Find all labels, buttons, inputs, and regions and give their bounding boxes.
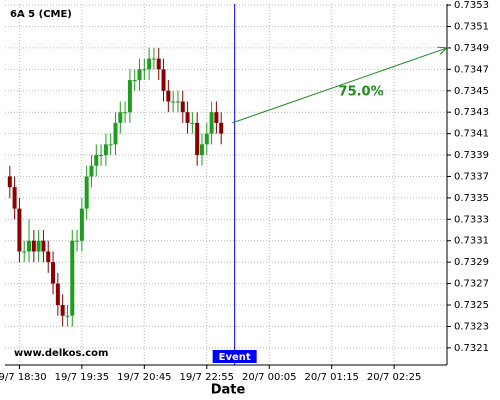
- x-tick-label: 19/7 22:55: [180, 372, 234, 383]
- candle-body: [70, 240, 75, 316]
- candle-body: [60, 305, 65, 316]
- y-tick-label: 0.7325: [454, 300, 489, 311]
- candle-body: [65, 315, 70, 317]
- candle-body: [127, 80, 132, 113]
- y-tick-label: 0.7341: [454, 129, 489, 140]
- candle-body: [99, 155, 104, 157]
- x-tick-label: 19/7 20:45: [117, 372, 171, 383]
- event-box: [212, 350, 257, 363]
- x-axis-label: Date: [211, 383, 246, 398]
- candle-body: [51, 262, 56, 284]
- chart-title: 6A 5 (CME): [10, 9, 72, 20]
- y-tick-label: 0.7351: [454, 21, 489, 32]
- candle-body: [199, 144, 204, 156]
- candle-body: [108, 144, 113, 146]
- candle-body: [185, 112, 190, 123]
- y-tick-label: 0.7353: [454, 0, 489, 11]
- x-tick-label: 19/7 19:35: [55, 372, 109, 383]
- candle-body: [46, 251, 51, 263]
- y-tick-label: 0.7337: [454, 171, 489, 182]
- candle-body: [103, 144, 108, 156]
- candle-body: [94, 155, 99, 166]
- candle-body: [79, 208, 84, 241]
- candle-body: [161, 69, 166, 91]
- y-tick-label: 0.7333: [454, 214, 489, 225]
- candle-body: [12, 187, 17, 209]
- candle-body: [147, 58, 152, 70]
- candle-body: [113, 122, 118, 145]
- candle-body: [180, 101, 185, 113]
- y-tick-label: 0.7327: [454, 279, 489, 290]
- candle-body: [166, 90, 171, 102]
- candle-body: [84, 176, 89, 209]
- candle-body: [7, 176, 12, 188]
- y-tick-label: 0.7329: [454, 257, 489, 268]
- y-tick-label: 0.7345: [454, 86, 489, 97]
- candle-body: [156, 58, 161, 70]
- candle-body: [151, 58, 156, 60]
- y-tick-label: 0.7343: [454, 107, 489, 118]
- candle-body: [209, 112, 214, 134]
- candle-body: [17, 208, 22, 252]
- candle-body: [89, 165, 94, 177]
- y-tick-label: 0.7347: [454, 64, 489, 75]
- x-tick-label: 19/7 18:30: [0, 372, 47, 383]
- candle-body: [219, 122, 224, 134]
- y-tick-label: 0.7323: [454, 321, 489, 332]
- candle-body: [204, 133, 209, 145]
- x-tick-label: 20/7 00:05: [242, 372, 296, 383]
- candle-body: [142, 69, 147, 71]
- candle-body: [31, 240, 36, 252]
- candle-body: [132, 80, 137, 82]
- x-tick-label: 20/7 02:25: [367, 372, 421, 383]
- y-tick-label: 0.7339: [454, 150, 489, 161]
- x-tick-label: 20/7 01:15: [304, 372, 358, 383]
- candle-body: [41, 240, 46, 252]
- candle-body: [175, 101, 180, 103]
- candle-body: [214, 112, 219, 123]
- candle-body: [118, 112, 123, 123]
- y-tick-label: 0.7321: [454, 343, 489, 354]
- candle-body: [123, 112, 128, 114]
- candle-body: [55, 283, 60, 306]
- candle-body: [36, 240, 41, 252]
- y-tick-label: 0.7349: [454, 43, 489, 54]
- candle-body: [195, 122, 200, 156]
- candle-body: [22, 251, 27, 253]
- candle-body: [75, 240, 80, 242]
- y-tick-label: 0.7331: [454, 236, 489, 247]
- watermark: www.delkos.com: [14, 348, 108, 359]
- candle-body: [171, 101, 176, 103]
- candle-body: [27, 240, 32, 252]
- projection-label: 75.0%: [339, 84, 384, 99]
- projection-arrow: [232, 48, 447, 124]
- candle-body: [190, 122, 195, 124]
- y-tick-label: 0.7335: [454, 193, 489, 204]
- event-label: Event: [219, 352, 251, 363]
- candle-body: [137, 69, 142, 81]
